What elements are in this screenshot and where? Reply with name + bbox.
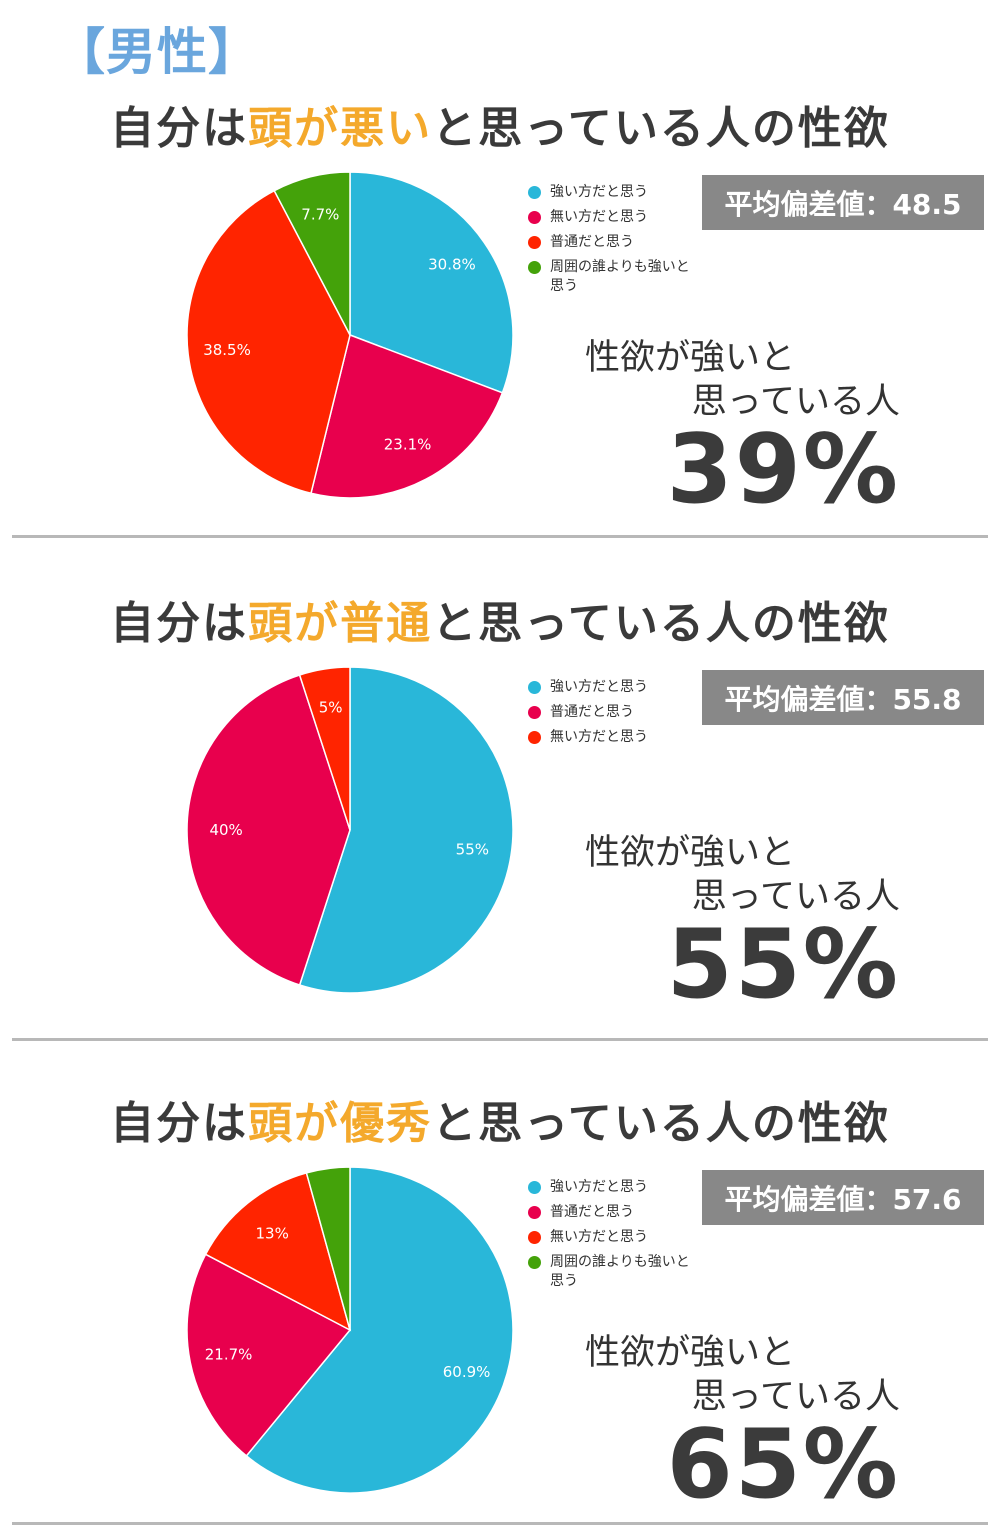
pie-data-label: 5%	[319, 699, 343, 717]
legend-dot-icon	[528, 211, 541, 224]
legend-item: 無い方だと思う	[528, 1228, 698, 1247]
chart-section-2: 自分は頭が優秀と思っている人の性欲 60.9% 21.7% 13% 強い方だと思う普…	[0, 995, 1000, 1515]
legend-label: 強い方だと思う	[550, 1179, 648, 1195]
divider	[12, 1038, 988, 1041]
legend-item: 強い方だと思う	[528, 183, 698, 202]
pie-data-label: 38.5%	[203, 341, 251, 359]
pie-slice	[310, 333, 504, 499]
chart-legend: 強い方だと思う 普通だと思う 無い方だと思う周囲の誰よりも強いと思う	[528, 1178, 698, 1297]
legend-dot-icon	[528, 681, 541, 694]
legend-label: 普通だと思う	[550, 234, 634, 250]
legend-item: 普通だと思う	[528, 233, 698, 252]
legend-dot-icon	[528, 706, 541, 719]
title-suffix: と思っている人の性欲	[432, 598, 890, 649]
legend-label: 強い方だと思う	[550, 679, 648, 695]
title-prefix: 自分は	[110, 598, 249, 649]
legend-label: 無い方だと思う	[550, 1229, 648, 1245]
pie-slice	[186, 1253, 352, 1457]
legend-dot-icon	[528, 261, 541, 274]
legend-item: 無い方だと思う	[528, 728, 698, 747]
caption-line-1: 性欲が強いと	[585, 833, 796, 873]
pie-data-label: 55%	[456, 840, 489, 858]
title-highlight: 頭が悪い	[248, 103, 433, 154]
legend-item: 普通だと思う	[528, 703, 698, 722]
legend-label: 普通だと思う	[550, 1204, 634, 1220]
legend-label: 無い方だと思う	[550, 729, 648, 745]
caption: 性欲が強いと 思っている人	[560, 1331, 900, 1419]
caption: 性欲が強いと 思っている人	[560, 336, 900, 424]
section-title: 自分は頭が普通と思っている人の性欲	[0, 587, 1000, 651]
pie-data-label: 60.9%	[443, 1363, 491, 1381]
legend-dot-icon	[528, 1256, 541, 1269]
legend-item: 周囲の誰よりも強いと思う	[528, 258, 698, 296]
legend-item: 周囲の誰よりも強いと思う	[528, 1253, 698, 1291]
caption: 性欲が強いと 思っている人	[560, 831, 900, 919]
legend-label: 強い方だと思う	[550, 184, 648, 200]
big-percentage: 65%	[666, 1410, 900, 1520]
pie-slice	[273, 171, 351, 336]
big-percentage: 55%	[666, 910, 900, 1020]
pie-data-label: 40%	[209, 821, 242, 839]
pie-slice	[186, 189, 351, 495]
section-title: 自分は頭が優秀と思っている人の性欲	[0, 1087, 1000, 1151]
caption-line-2: 思っている人	[691, 382, 900, 422]
pie-data-label: 13%	[256, 1225, 289, 1243]
pie-slice	[298, 666, 351, 831]
chart-section-1: 自分は頭が普通と思っている人の性欲 55% 40% 5% 強い方だと思う 普通だと思う…	[0, 495, 1000, 1015]
pie-slice	[305, 1166, 351, 1331]
chart-section-0: 自分は頭が悪いと思っている人の性欲 30.8% 23.1% 38.5% 7.7% 強い…	[0, 0, 1000, 520]
legend-item: 無い方だと思う	[528, 208, 698, 227]
legend-item: 強い方だと思う	[528, 678, 698, 697]
pie-slice	[204, 1172, 352, 1332]
caption-line-1: 性欲が強いと	[585, 1333, 796, 1373]
legend-label: 周囲の誰よりも強いと思う	[550, 1254, 690, 1289]
pie-chart: 30.8% 23.1% 38.5% 7.7%	[186, 171, 514, 499]
divider	[12, 535, 988, 538]
pie-data-label: 23.1%	[384, 436, 432, 454]
legend-dot-icon	[528, 1231, 541, 1244]
caption-line-2: 思っている人	[691, 877, 900, 917]
pie-data-label: 21.7%	[205, 1346, 253, 1364]
legend-dot-icon	[528, 186, 541, 199]
average-badge: 平均偏差値：48.5	[702, 175, 984, 230]
big-percentage: 39%	[666, 415, 900, 525]
legend-dot-icon	[528, 1181, 541, 1194]
legend-dot-icon	[528, 731, 541, 744]
caption-line-1: 性欲が強いと	[585, 338, 796, 378]
title-suffix: と思っている人の性欲	[432, 1098, 890, 1149]
pie-slice	[349, 171, 514, 394]
pie-data-label: 7.7%	[301, 206, 339, 224]
legend-item: 普通だと思う	[528, 1203, 698, 1222]
page-header: 【男性】	[55, 23, 259, 81]
caption-line-2: 思っている人	[691, 1377, 900, 1417]
legend-label: 普通だと思う	[550, 704, 634, 720]
pie-data-label: 30.8%	[428, 256, 476, 274]
pie-slice	[186, 674, 351, 986]
title-highlight: 頭が優秀	[248, 1098, 433, 1149]
legend-dot-icon	[528, 1206, 541, 1219]
title-prefix: 自分は	[110, 1098, 249, 1149]
title-suffix: と思っている人の性欲	[432, 103, 890, 154]
legend-label: 無い方だと思う	[550, 209, 648, 225]
legend-dot-icon	[528, 236, 541, 249]
pie-chart: 55% 40% 5%	[186, 666, 514, 994]
title-prefix: 自分は	[110, 103, 249, 154]
pie-slice	[245, 1166, 514, 1494]
legend-item: 強い方だと思う	[528, 1178, 698, 1197]
pie-slice	[298, 666, 514, 994]
divider	[12, 1522, 988, 1525]
average-badge: 平均偏差値：57.6	[702, 1170, 984, 1225]
average-badge: 平均偏差値：55.8	[702, 670, 984, 725]
legend-label: 周囲の誰よりも強いと思う	[550, 259, 690, 294]
pie-chart: 60.9% 21.7% 13%	[186, 1166, 514, 1494]
title-highlight: 頭が普通	[248, 598, 433, 649]
chart-legend: 強い方だと思う 無い方だと思う 普通だと思う周囲の誰よりも強いと思う	[528, 183, 698, 302]
chart-legend: 強い方だと思う 普通だと思う 無い方だと思う	[528, 678, 698, 753]
section-title: 自分は頭が悪いと思っている人の性欲	[0, 92, 1000, 156]
